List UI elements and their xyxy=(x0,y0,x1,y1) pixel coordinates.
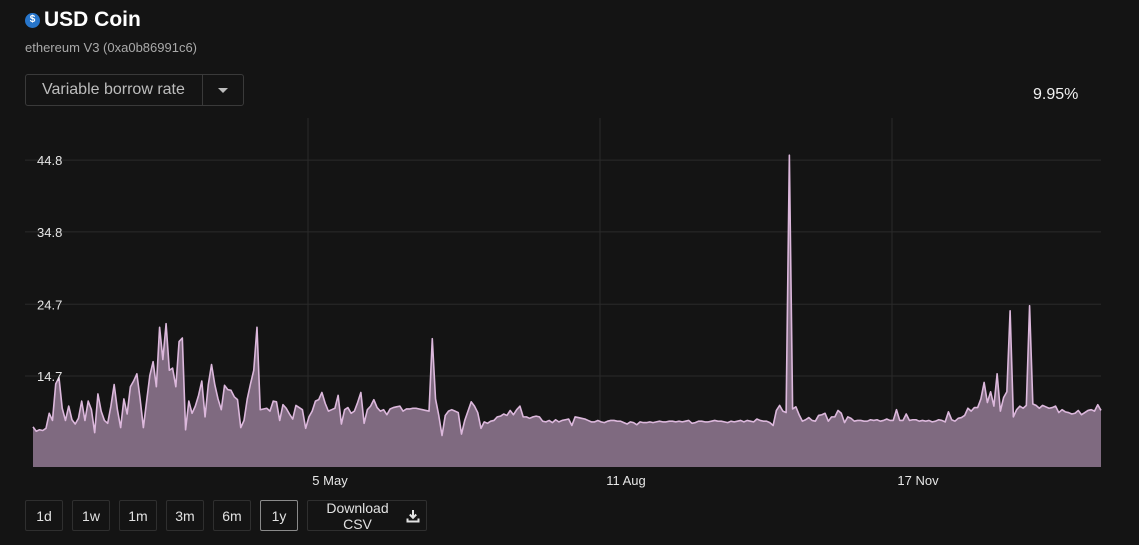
rate-series-line xyxy=(32,154,1102,437)
metric-select-toggle[interactable] xyxy=(202,75,243,105)
x-tick-label: 17 Nov xyxy=(897,473,939,488)
download-csv-label: Download CSV xyxy=(326,499,389,532)
y-tick-label: 24.7 xyxy=(37,297,62,312)
chart-grid xyxy=(25,118,1101,467)
usdc-coin-icon: $ xyxy=(25,12,40,28)
title-row: $ USD Coin xyxy=(25,8,197,32)
x-tick-label: 11 Aug xyxy=(606,473,646,488)
y-axis-ticks: 14.7 24.7 34.8 44.8 xyxy=(37,153,62,384)
y-tick-label: 14.7 xyxy=(37,369,62,384)
range-button-1y[interactable]: 1y xyxy=(260,500,298,531)
caret-down-icon xyxy=(218,87,228,93)
range-button-1m[interactable]: 1m xyxy=(119,500,157,531)
time-range-buttons: 1d 1w 1m 3m 6m 1y Download CSV xyxy=(25,499,427,532)
range-button-3m[interactable]: 3m xyxy=(166,500,204,531)
y-tick-label: 34.8 xyxy=(37,225,62,240)
download-icon xyxy=(406,509,420,523)
metric-select-value: Variable borrow rate xyxy=(42,81,185,98)
range-button-1d[interactable]: 1d xyxy=(25,500,63,531)
y-tick-label: 44.8 xyxy=(37,153,62,168)
rate-area-fill xyxy=(33,155,1101,467)
range-button-6m[interactable]: 6m xyxy=(213,500,251,531)
metric-select[interactable]: Variable borrow rate xyxy=(25,74,244,106)
market-subtitle: ethereum V3 (0xa0b86991c6) xyxy=(25,40,198,55)
rate-history-chart[interactable]: 14.7 24.7 34.8 44.8 5 May 11 Aug 17 Nov xyxy=(0,110,1139,495)
header: $ USD Coin ethereum V3 (0xa0b86991c6) xyxy=(25,8,197,55)
x-tick-label: 5 May xyxy=(312,473,348,488)
chart-data-points xyxy=(33,155,1101,436)
current-rate-value: 9.95% xyxy=(1033,86,1079,103)
download-csv-button[interactable]: Download CSV xyxy=(307,499,427,532)
page-title: USD Coin xyxy=(44,8,141,31)
range-button-1w[interactable]: 1w xyxy=(72,500,110,531)
x-axis-ticks: 5 May 11 Aug 17 Nov xyxy=(312,473,939,488)
